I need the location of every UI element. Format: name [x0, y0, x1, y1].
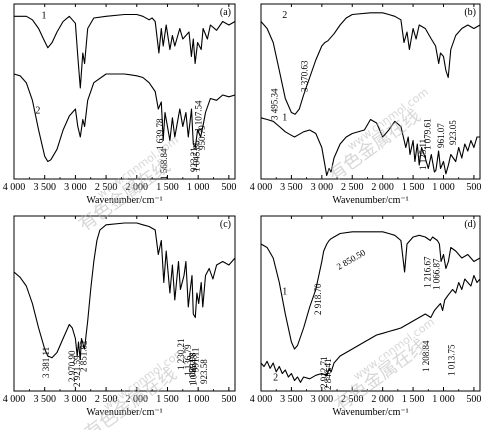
x-tick-label: 3 000: [311, 394, 334, 405]
peak-annotation: 1 066.87: [431, 258, 441, 290]
x-tick-label: 2 500: [95, 182, 118, 193]
peak-annotation: 923.05: [448, 120, 458, 145]
peak-annotation: 2 850.50: [335, 247, 368, 272]
peak-annotation: 1 639.78: [155, 118, 165, 150]
x-tick-label: 1 000: [187, 394, 210, 405]
x-tick-label: 1 500: [156, 182, 179, 193]
x-tick-label: 3 500: [33, 182, 56, 193]
peak-annotation: 1 136.79: [183, 344, 193, 376]
peak-annotation: 2 912.71: [319, 357, 329, 389]
panel-tag: (d): [464, 219, 476, 230]
spectrum-curve-1: [14, 13, 236, 89]
peak-annotation: 1 045.86: [191, 140, 201, 172]
peak-annotation: 2 851.82: [78, 341, 88, 373]
x-tick-label: 2 000: [126, 394, 149, 405]
peak-annotation: 923.58: [199, 359, 209, 384]
x-tick-label: 2 000: [371, 394, 394, 405]
x-tick-label: 1 000: [432, 394, 455, 405]
x-axis-title: Wavenumber/cm⁻¹: [332, 407, 408, 418]
curve-label: 1: [282, 287, 287, 298]
x-axis-title: Wavenumber/cm⁻¹: [332, 195, 408, 206]
x-tick-label: 500: [221, 182, 236, 193]
peak-annotation: 1 216.67: [422, 256, 432, 288]
x-tick-label: 3 500: [33, 394, 56, 405]
peak-annotation: 2 970.90: [67, 350, 77, 382]
peak-annotation: 1 568.84: [159, 148, 169, 180]
panel-1: 4 000 3 500 3 000 2 500 2 000 1 500 1 000 500 Wa…: [3, 3, 236, 206]
x-tick-label: 500: [466, 394, 481, 405]
x-tick-label: 3 000: [311, 182, 334, 193]
peak-annotation: 1 107.54: [194, 100, 204, 132]
curve-label: 1: [42, 11, 47, 22]
peak-annotation: 1 079.98: [187, 352, 197, 384]
peak-annotation: 3 381.11: [41, 347, 51, 378]
x-tick-label: 2 500: [341, 394, 364, 405]
peak-annotation: 1 013.75: [447, 344, 457, 376]
x-tick-label: 3 500: [280, 394, 303, 405]
x-tick-label: 4 000: [3, 394, 26, 405]
x-axis-title: Wavenumber/cm⁻¹: [86, 407, 162, 418]
x-tick-label: 1 500: [402, 182, 425, 193]
x-tick-label: 2 000: [371, 182, 394, 193]
panel-tag: (c): [220, 219, 231, 230]
plot-frame: [13, 3, 236, 180]
x-tick-label: 500: [221, 394, 236, 405]
peak-annotation: 3 370.63: [299, 60, 309, 92]
peak-annotation: 991.11: [191, 348, 201, 372]
x-tick-label: 2 000: [126, 182, 149, 193]
spectrum-curve-2: [260, 274, 481, 383]
x-tick-label: 3 000: [64, 182, 87, 193]
panel-tag: (a): [220, 7, 231, 18]
spectrum-curve-2: [260, 117, 480, 177]
spectrum-curve-1: [13, 222, 236, 361]
panel-3: 4 000 3 500 3 000 2 500 2 000 1 500 1 000 500 Wa…: [3, 215, 236, 418]
curve-label: 2: [35, 105, 40, 116]
x-tick-label: 1 000: [187, 182, 210, 193]
x-tick-label: 3 000: [64, 394, 87, 405]
plot-frame: [260, 3, 481, 180]
peak-annotation: 1 125.11: [418, 139, 428, 170]
peak-annotation: 2 918.70: [313, 283, 323, 315]
peak-annotation: 1 046.43: [188, 354, 198, 386]
curve-label: 2: [282, 10, 287, 21]
peak-annotation: 1 208.84: [421, 340, 431, 372]
curve-label: 1: [282, 113, 287, 124]
x-tick-label: 4 000: [250, 182, 273, 193]
x-tick-label: 500: [466, 182, 481, 193]
peak-annotation: 2 846.41: [323, 359, 333, 391]
plot-frame: [260, 215, 481, 392]
peak-annotation: 961.07: [436, 123, 446, 148]
x-tick-label: 2 500: [341, 182, 364, 193]
peak-annotation: 1 230.21: [176, 339, 186, 371]
x-tick-label: 1 500: [402, 394, 425, 405]
x-tick-label: 1 500: [156, 394, 179, 405]
plot-frame: [13, 215, 236, 392]
peak-annotation: 2 921.59: [72, 355, 82, 387]
spectrum-curve-1: [260, 12, 481, 115]
x-tick-label: 4 000: [3, 182, 26, 193]
x-tick-label: 2 500: [95, 394, 118, 405]
peak-annotation: 1 079.61: [423, 119, 433, 151]
x-tick-label: 3 500: [280, 182, 303, 193]
panel-2: 4 000 3 500 3 000 2 500 2 000 1 500 1 000 500 Wa…: [250, 3, 481, 206]
peak-annotation: 3 495.34: [270, 88, 280, 120]
peak-annotation: 923.21: [189, 147, 199, 172]
panel-tag: (b): [464, 7, 476, 18]
x-tick-label: 4 000: [250, 394, 273, 405]
spectrum-curve-2: [13, 73, 236, 163]
x-tick-label: 1 000: [432, 182, 455, 193]
peak-annotation: 950.79: [197, 125, 207, 150]
spectrum-curve-1: [260, 231, 481, 350]
x-axis-title: Wavenumber/cm⁻¹: [86, 195, 162, 206]
curve-label: 2: [273, 372, 278, 383]
